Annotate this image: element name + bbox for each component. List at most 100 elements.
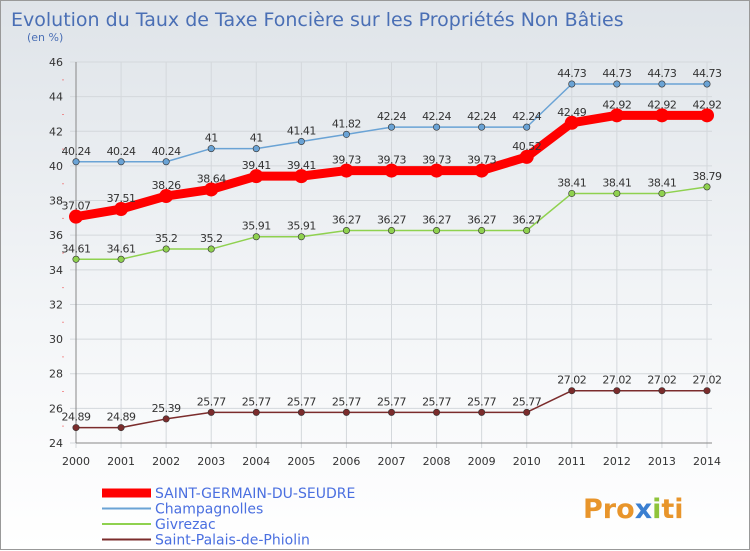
x-tick-label: 2011 [558,455,586,468]
y-tick-label: 42 [49,125,63,138]
data-label: 40.24 [107,145,136,158]
data-label: 27.02 [693,374,722,387]
data-point [703,387,711,395]
data-label: 35.91 [287,220,316,233]
data-point [523,123,531,131]
data-point [433,123,441,131]
data-point [207,408,215,416]
legend-item: Givrezac [102,517,216,533]
series-2: 34.61 34.61 35.2 35.2 35.91 35.91 36.27 36.27 36… [62,170,722,263]
legend: SAINT-GERMAIN-DU-SEUDREChampagnollesGivr… [102,486,355,549]
data-label: 41.41 [287,124,316,137]
y-tick-label: 30 [49,333,63,346]
data-point [207,145,215,153]
data-label: 39.73 [467,154,496,167]
legend-label: SAINT-GERMAIN-DU-SEUDRE [155,486,355,502]
data-label: 39.73 [332,154,361,167]
data-point [207,245,215,253]
logo-text: Proxiti [583,494,684,525]
x-tick-label: 2005 [287,455,315,468]
data-point [613,189,621,197]
data-point [117,158,125,166]
data-label: 34.61 [62,242,91,255]
data-label: 37.51 [107,192,136,205]
data-point [159,189,174,204]
data-label: 42.92 [693,98,722,111]
data-point [568,189,576,197]
proxiti-logo: Proxiti [583,494,684,525]
data-point [342,130,350,138]
y-tick-label: 44 [49,91,63,104]
data-point [474,163,489,178]
data-label: 36.27 [422,214,451,227]
data-label: 25.77 [422,395,451,408]
x-tick-label: 2000 [62,455,90,468]
data-label: 42.92 [602,98,631,111]
data-label: 42.24 [377,110,406,123]
data-point [342,408,350,416]
data-point [703,183,711,191]
data-label: 44.73 [693,67,722,80]
data-label: 27.02 [647,374,676,387]
data-label: 41 [205,132,218,145]
data-point [297,137,305,145]
legend-label: Champagnolles [155,502,263,518]
y-tick-label: 34 [49,264,63,277]
logo-letter: o [616,494,635,525]
data-label: 38.41 [602,176,631,189]
data-label: 39.73 [422,154,451,167]
data-label: 38.41 [557,176,586,189]
data-label: 40.24 [62,145,91,158]
y-tick-label: 32 [49,298,63,311]
chart-title: Evolution du Taux de Taxe Foncière sur l… [11,9,624,31]
data-point [564,115,579,130]
data-point [114,202,129,217]
data-label: 24.89 [107,411,136,424]
data-point [117,255,125,263]
series-1: 40.24 40.24 40.24 41 41 41.41 41.82 42.24 42.24 4… [62,67,722,166]
data-point [658,80,666,88]
legend-item: Saint-Palais-de-Phiolin [102,533,310,549]
data-point [72,424,80,432]
data-point [429,163,444,178]
logo-letter: x [635,494,652,525]
data-point [384,163,399,178]
data-point [297,408,305,416]
data-label: 36.27 [377,214,406,227]
x-tick-label: 2002 [152,455,180,468]
data-point [162,158,170,166]
data-label: 39.73 [377,154,406,167]
legend-item: Champagnolles [102,502,263,518]
series-3: 24.89 24.89 25.39 25.77 25.77 25.77 25.77 25.77… [62,374,722,432]
data-point [252,408,260,416]
data-point [478,408,486,416]
data-point [117,424,125,432]
logo-letter: i [674,494,683,525]
data-point [523,408,531,416]
logo-letter: i [652,494,661,525]
data-point [703,80,711,88]
data-point [294,169,309,184]
x-tick-label: 2006 [332,455,360,468]
data-point [69,209,83,224]
y-tick-label: 28 [49,368,63,381]
x-tick-label: 2009 [468,455,496,468]
data-point [523,227,531,235]
x-tick-label: 2012 [603,455,631,468]
data-label: 39.41 [287,159,316,172]
data-label: 25.77 [332,395,361,408]
data-point [613,387,621,395]
unit-label: (en %) [27,31,63,44]
data-point [297,233,305,241]
data-label: 40.52 [512,140,541,153]
legend-item: SAINT-GERMAIN-DU-SEUDRE [102,486,355,502]
x-tick-label: 2010 [513,455,541,468]
data-point [339,163,354,178]
data-label: 25.77 [512,395,541,408]
data-label: 25.39 [152,402,181,415]
data-label: 38.64 [197,172,226,185]
x-tick-label: 2004 [242,455,270,468]
data-point [387,408,395,416]
data-point [568,80,576,88]
data-label: 44.73 [602,67,631,80]
